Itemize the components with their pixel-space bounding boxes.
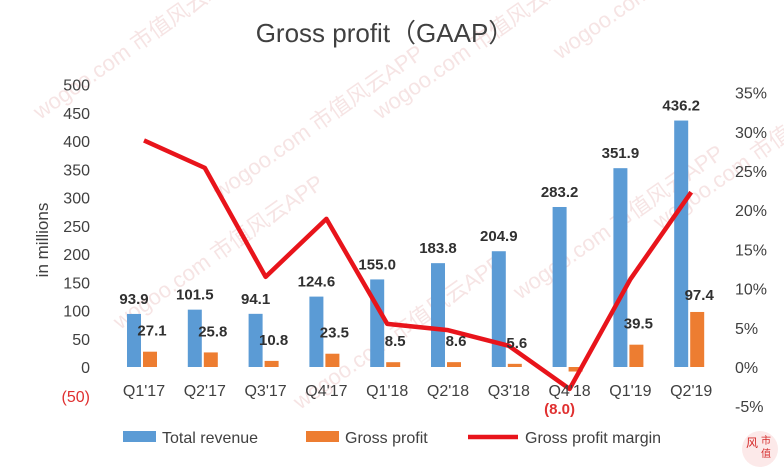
right-tick-label: 30%	[735, 125, 767, 142]
right-tick-label: 5%	[735, 321, 758, 338]
revenue-bar	[552, 206, 567, 367]
gross-profit-data-label: 8.6	[446, 333, 467, 350]
revenue-bar	[187, 309, 202, 367]
revenue-bar	[248, 313, 263, 367]
revenue-bar	[491, 251, 506, 367]
data-labels-layer: 93.9 101.5 94.1 124.6 155.0 183.8 204.9 283.2 35…	[119, 98, 714, 418]
logo-char: 值	[761, 447, 771, 460]
gross-profit-data-label: 25.8	[198, 323, 227, 340]
gross-profit-bar	[568, 367, 583, 372]
x-tick-label: Q4'18	[548, 383, 590, 400]
x-tick-label: Q1'18	[366, 383, 408, 400]
revenue-data-label: 283.2	[541, 184, 579, 201]
margin-line-layer	[143, 138, 694, 392]
x-tick-label: Q4'17	[305, 383, 347, 400]
left-tick-label: 50	[72, 332, 90, 349]
gross-profit-bar	[690, 311, 705, 367]
x-tick-label: Q1'19	[609, 383, 651, 400]
right-tick-label: 25%	[735, 164, 767, 181]
x-tick-label: Q3'17	[244, 383, 286, 400]
x-tick-label: Q2'18	[427, 383, 469, 400]
gross-profit-data-label: 8.5	[385, 333, 406, 350]
gross-profit-data-label: 5.6	[506, 335, 527, 352]
revenue-data-label: 94.1	[241, 291, 270, 308]
revenue-bar	[431, 263, 445, 367]
revenue-bar	[674, 120, 689, 367]
chart-title: Gross profit（GAAP）	[256, 18, 515, 48]
left-tick-label: 450	[63, 106, 90, 123]
left-tick-label: 100	[63, 304, 90, 321]
revenue-data-label: 436.2	[662, 98, 700, 115]
gross-profit-bar	[325, 353, 340, 367]
right-tick-label: 20%	[735, 203, 767, 220]
left-tick-label: 200	[63, 247, 90, 264]
revenue-bar	[370, 279, 385, 367]
x-tick-label: Q2'19	[670, 383, 712, 400]
right-tick-label: 35%	[735, 86, 767, 103]
left-tick-label: 400	[63, 134, 90, 151]
gross-profit-bar	[386, 362, 401, 367]
logo-char: 市	[761, 434, 771, 447]
watermark-text: wogoo.com 市值风云APP	[28, 0, 248, 125]
x-axis: Q1'17 Q2'17 Q3'17 Q4'17 Q1'18 Q2'18 Q3'18 Q4'18…	[123, 383, 712, 400]
gross-profit-margin-line	[143, 138, 694, 392]
revenue-bar	[309, 296, 324, 367]
x-tick-label: Q1'17	[123, 383, 165, 400]
left-tick-label: 0	[81, 360, 90, 377]
left-tick-label: 250	[63, 219, 90, 236]
revenue-data-label: 351.9	[602, 145, 640, 162]
gross-profit-data-label: 39.5	[624, 316, 653, 333]
gross-profit-data-label: (8.0)	[544, 401, 575, 418]
revenue-data-label: 155.0	[358, 256, 396, 273]
legend-label-margin: Gross profit margin	[525, 430, 661, 447]
left-tick-label: 350	[63, 162, 90, 179]
y-axis-label: in millions	[33, 203, 52, 278]
logo-char: 风	[746, 436, 758, 450]
gross-profit-bar	[143, 351, 157, 367]
revenue-bar	[613, 168, 628, 367]
right-tick-label: -5%	[735, 399, 763, 416]
watermark-text: wogoo.com 市值风云APP	[548, 0, 768, 65]
gross-profit-bar	[507, 363, 522, 367]
revenue-data-label: 183.8	[419, 240, 457, 257]
legend-swatch-gross-profit	[306, 431, 339, 442]
right-tick-label: 0%	[735, 360, 758, 377]
gross-profit-data-label: 10.8	[259, 332, 288, 349]
logo: 风市值	[742, 431, 778, 467]
gross-profit-data-label: 23.5	[320, 325, 349, 342]
right-tick-label: 10%	[735, 282, 767, 299]
bars-layer	[127, 120, 705, 372]
revenue-data-label: 101.5	[176, 287, 214, 304]
revenue-bar	[127, 313, 141, 367]
revenue-data-label: 93.9	[119, 291, 148, 308]
x-tick-label: Q2'17	[184, 383, 226, 400]
revenue-data-label: 204.9	[480, 228, 518, 245]
gross-profit-data-label: 27.1	[137, 323, 166, 340]
legend-label-gross-profit: Gross profit	[345, 430, 428, 447]
legend: Total revenue Gross profit Gross profit ma…	[123, 430, 661, 447]
gross-profit-bar	[264, 360, 279, 367]
right-axis: -5% 0% 5% 10% 15% 20% 25% 30% 35%	[735, 86, 767, 417]
logo-badge	[742, 431, 778, 467]
revenue-data-label: 124.6	[298, 274, 336, 291]
x-tick-label: Q3'18	[488, 383, 530, 400]
left-tick-label: 150	[63, 275, 90, 292]
legend-swatch-revenue	[123, 431, 156, 442]
legend-label-revenue: Total revenue	[162, 430, 258, 447]
gross-profit-bar	[203, 352, 218, 367]
gross-profit-bar	[629, 344, 644, 367]
gross-profit-bar	[447, 362, 461, 367]
left-tick-label: 500	[63, 78, 90, 95]
left-axis: (50) 0 50 100 150 200 250 300 350 400 450 500	[62, 78, 91, 407]
gross-profit-data-label: 97.4	[685, 287, 715, 304]
right-tick-label: 15%	[735, 242, 767, 259]
left-tick-label: 300	[63, 191, 90, 208]
left-tick-label: (50)	[62, 389, 90, 406]
